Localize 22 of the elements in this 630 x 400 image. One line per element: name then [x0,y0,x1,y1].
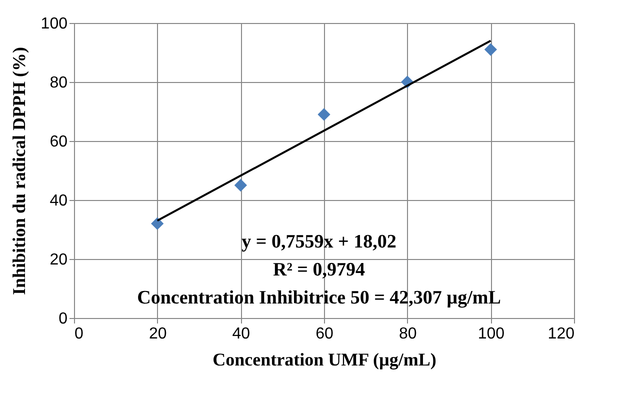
y-axis-title: Inhibition du radical DPPH (%) [8,46,29,296]
x-tick-label: 20 [148,326,167,342]
point [234,178,247,192]
x-tick-label: 60 [316,326,334,342]
point [484,43,497,56]
point [151,217,164,230]
y-tick-label: 60 [50,134,68,150]
x-axis-title: Concentration UMF (µg/mL) [212,350,436,370]
annotation: R² = 0,9794 [273,259,366,280]
annotation: y = 0,7559x + 18,02 [242,231,396,252]
y-tick-label: 20 [50,252,68,268]
x-tick-label: 100 [478,326,505,342]
x-tick-label: 40 [232,326,250,342]
x-tick-label: 80 [398,326,417,342]
y-tick-label: 0 [58,310,68,328]
x-tick-label: 0 [74,326,84,342]
point [318,108,330,121]
y-tick-label: 100 [40,16,68,32]
y-tick-label: 40 [50,192,68,210]
x-tick-label: 120 [548,326,575,342]
y-tick-label: 80 [50,74,68,92]
annotation: Concentration Inhibitrice 50 = 42,307 µg/mL [137,287,501,308]
